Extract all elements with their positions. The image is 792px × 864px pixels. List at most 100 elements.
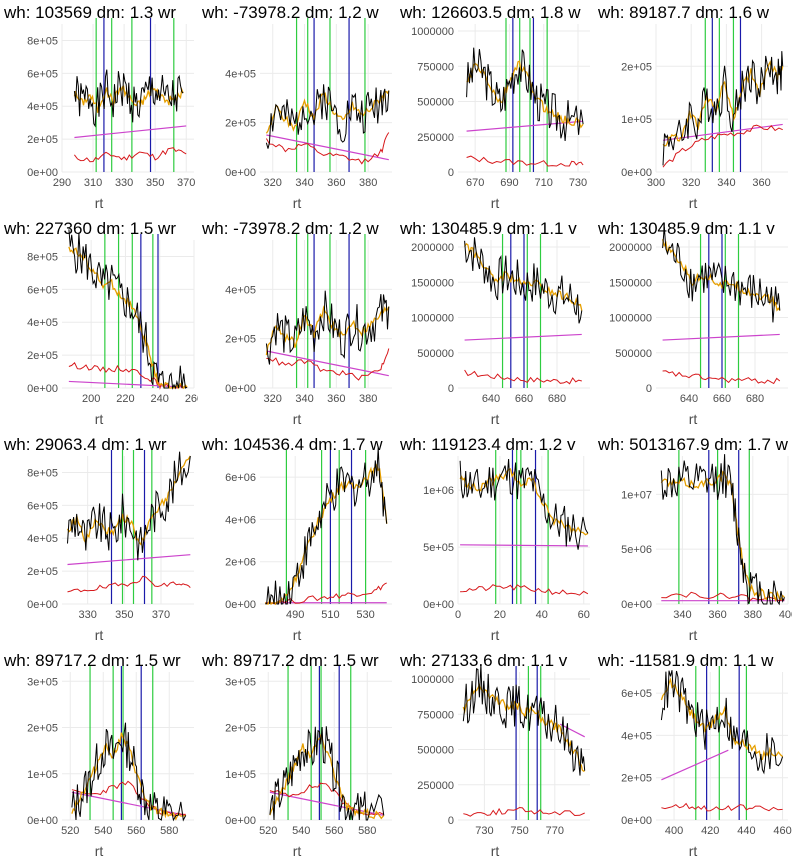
x-tick-label: 340 bbox=[295, 393, 313, 405]
y-tick-label: 1000000 bbox=[411, 313, 454, 325]
intensity-trace bbox=[269, 726, 385, 821]
x-tick-label: 520 bbox=[259, 825, 277, 837]
intensity-trace bbox=[660, 670, 784, 775]
y-tick-label: 6e+05 bbox=[27, 500, 58, 512]
x-axis-label: rt bbox=[94, 195, 104, 211]
smoothed-curve bbox=[265, 90, 390, 134]
chart-panel: 0e+00 2e+05 4e+05 320 340 360 380 wh: -73978.2 … bbox=[198, 0, 396, 216]
x-tick-label: 200 bbox=[82, 393, 100, 405]
chart-panel: 0e+00 5e+05 1e+06 0 20 40 60 wh: 119123.4 dm: 1… bbox=[396, 432, 594, 648]
y-tick-label: 4e+05 bbox=[621, 730, 652, 742]
y-tick-label: 3e+05 bbox=[27, 676, 58, 688]
x-tick-label: 350 bbox=[146, 177, 164, 189]
x-tick-label: 400 bbox=[665, 825, 683, 837]
x-tick-label: 690 bbox=[500, 177, 518, 189]
chart-plot: 0e+00 5e+06 1e+07 340 360 380 400 bbox=[621, 450, 792, 621]
chart-panel: 0e+00 1e+05 2e+05 3e+05 520 540 560 580 wh: 8971… bbox=[0, 648, 198, 864]
x-tick-label: 290 bbox=[53, 177, 71, 189]
smoothed-curve bbox=[73, 85, 184, 113]
chart-plot: 0e+00 2e+05 4e+05 6e+05 8e+05 290 310 330 350 370 bbox=[27, 18, 195, 189]
y-tick-label: 1e+05 bbox=[621, 114, 652, 126]
x-tick-label: 300 bbox=[647, 177, 665, 189]
chart-plot: 0e+00 2e+05 4e+05 320 340 360 380 bbox=[225, 18, 392, 189]
intensity-trace bbox=[265, 290, 390, 365]
chart-panel: 0e+00 2e+05 4e+05 6e+05 8e+05 290 310 330 350 370… bbox=[0, 0, 198, 216]
x-tick-label: 670 bbox=[466, 177, 484, 189]
magenta-trend-line bbox=[464, 333, 582, 341]
x-tick-label: 730 bbox=[569, 177, 587, 189]
chart-panel: 0 500000 1000000 1500000 2000000 640 660 680 wh:… bbox=[396, 216, 594, 432]
x-tick-label: 420 bbox=[701, 825, 719, 837]
intensity-trace bbox=[464, 237, 583, 324]
smoothed-curve bbox=[660, 676, 784, 761]
chart-plot: 0e+00 2e+05 4e+05 6e+05 400 420 440 460 bbox=[621, 666, 792, 837]
chart-title: wh: 130485.9 dm: 1.1 v bbox=[400, 219, 577, 238]
y-tick-label: 250000 bbox=[417, 132, 454, 144]
chart-plot: 0e+00 1e+05 2e+05 3e+05 520 540 560 580 bbox=[225, 666, 392, 837]
y-tick-label: 6e+06 bbox=[225, 472, 256, 484]
x-tick-label: 640 bbox=[482, 393, 500, 405]
chart-panel: 0e+00 2e+05 4e+05 6e+05 8e+05 330 350 370 wh: 29… bbox=[0, 432, 198, 648]
smoothed-curve bbox=[662, 60, 784, 147]
y-tick-label: 2000000 bbox=[609, 242, 652, 254]
x-tick-label: 220 bbox=[116, 393, 134, 405]
x-tick-label: 710 bbox=[535, 177, 553, 189]
chart-panel: 0e+00 1e+05 2e+05 3e+05 520 540 560 580 wh: 8971… bbox=[198, 648, 396, 864]
x-axis-label: rt bbox=[94, 411, 104, 427]
y-tick-label: 8e+05 bbox=[27, 467, 58, 479]
x-tick-label: 340 bbox=[673, 609, 691, 621]
y-tick-label: 2e+05 bbox=[27, 134, 58, 146]
magenta-trend-line bbox=[460, 544, 588, 547]
y-tick-label: 6e+05 bbox=[621, 688, 652, 700]
x-axis-label: rt bbox=[292, 843, 302, 859]
background-trace bbox=[74, 147, 187, 163]
intensity-trace bbox=[466, 47, 584, 141]
y-tick-label: 0e+00 bbox=[27, 383, 58, 395]
x-axis-label: rt bbox=[688, 411, 698, 427]
x-axis-label: rt bbox=[490, 411, 500, 427]
x-axis-label: rt bbox=[688, 627, 698, 643]
chart-plot: 0 250000 500000 750000 1000000 670 690 710 730 bbox=[411, 18, 590, 189]
background-trace bbox=[662, 124, 783, 168]
y-tick-label: 1000000 bbox=[411, 26, 454, 38]
y-tick-label: 750000 bbox=[417, 709, 454, 721]
x-tick-label: 660 bbox=[713, 393, 731, 405]
x-tick-label: 660 bbox=[515, 393, 533, 405]
x-axis-label: rt bbox=[688, 195, 698, 211]
chart-title: wh: 103569 dm: 1.3 wr bbox=[4, 3, 176, 22]
chart-panel: 0 500000 1000000 1500000 2000000 640 660 680 wh:… bbox=[594, 216, 792, 432]
chart-title: wh: 104536.4 dm: 1.7 w bbox=[202, 435, 383, 454]
y-tick-label: 0e+00 bbox=[27, 167, 58, 179]
magenta-trend-line bbox=[266, 350, 389, 377]
chart-panel: 0 250000 500000 750000 1000000 730 750 770 wh: 2… bbox=[396, 648, 594, 864]
x-tick-label: 370 bbox=[177, 177, 195, 189]
x-tick-label: 260 bbox=[185, 393, 198, 405]
y-tick-label: 500000 bbox=[615, 348, 652, 360]
x-tick-label: 580 bbox=[358, 825, 376, 837]
chart-title: wh: 89187.7 dm: 1.6 w bbox=[598, 3, 770, 22]
x-tick-label: 360 bbox=[708, 609, 726, 621]
x-tick-label: 360 bbox=[327, 177, 345, 189]
chart-plot: 0e+00 1e+05 2e+05 3e+05 520 540 560 580 bbox=[27, 666, 194, 837]
chart-panel: 0e+00 1e+05 2e+05 300 320 340 360 wh: 89187.7 d… bbox=[594, 0, 792, 216]
x-axis-label: rt bbox=[292, 627, 302, 643]
y-tick-label: 4e+05 bbox=[27, 101, 58, 113]
y-tick-label: 1e+07 bbox=[621, 489, 652, 501]
chart-title: wh: 89717.2 dm: 1.5 wr bbox=[4, 651, 181, 670]
x-tick-label: 320 bbox=[682, 177, 700, 189]
y-tick-label: 0e+00 bbox=[423, 599, 454, 611]
intensity-trace bbox=[71, 722, 187, 822]
background-trace bbox=[460, 584, 589, 596]
intensity-trace bbox=[68, 229, 188, 390]
y-tick-label: 0e+00 bbox=[621, 599, 652, 611]
background-trace bbox=[266, 348, 390, 381]
chart-plot: 0e+00 2e+05 4e+05 6e+05 8e+05 200 220 240 260 bbox=[27, 229, 198, 405]
x-tick-label: 400 bbox=[779, 609, 792, 621]
x-tick-label: 560 bbox=[127, 825, 145, 837]
x-tick-label: 540 bbox=[292, 825, 310, 837]
chart-title: wh: 126603.5 dm: 1.8 w bbox=[400, 3, 581, 22]
y-tick-label: 1000000 bbox=[609, 313, 652, 325]
chart-title: wh: 130485.9 dm: 1.1 v bbox=[598, 219, 775, 238]
chart-plot: 0 250000 500000 750000 1000000 730 750 770 bbox=[411, 664, 590, 837]
